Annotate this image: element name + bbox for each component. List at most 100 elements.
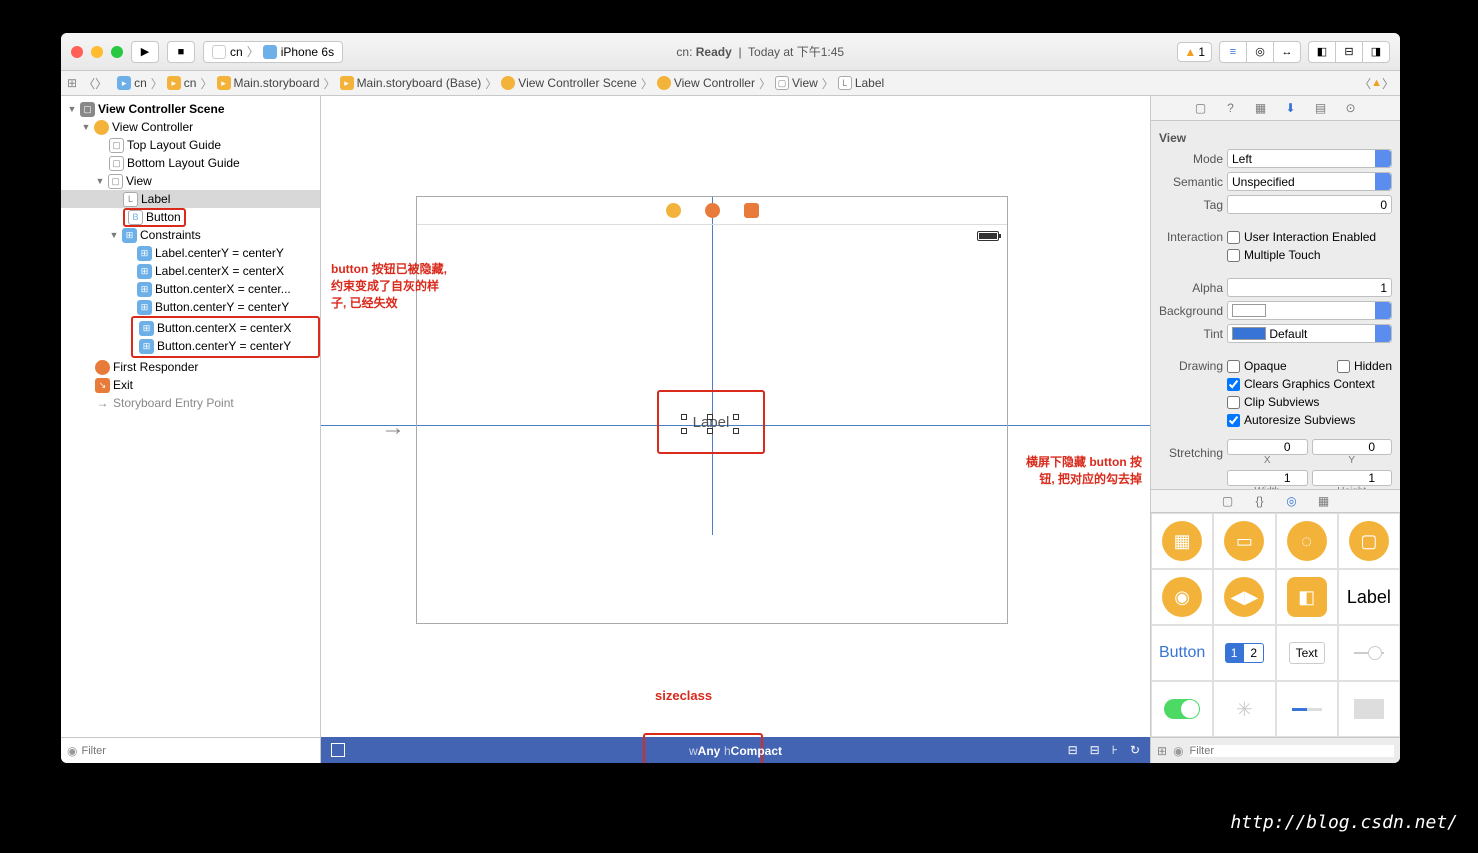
outline-first-responder[interactable]: First Responder [61, 358, 320, 376]
back-button[interactable]: 〈 [83, 75, 95, 92]
outline-vc[interactable]: ▼View Controller [61, 118, 320, 136]
lib-item-slider[interactable] [1338, 625, 1400, 681]
stretch-y-field[interactable]: 0 [1312, 439, 1393, 455]
lib-item-button[interactable]: Button [1151, 625, 1213, 681]
assistant-editor-button[interactable]: ◎ [1246, 41, 1274, 63]
code-snippet-tab[interactable]: {} [1252, 493, 1268, 509]
mode-select[interactable]: Left [1227, 149, 1392, 168]
outline-scene[interactable]: ▼▢View Controller Scene [61, 100, 320, 118]
grid-view-icon[interactable]: ⊞ [1157, 744, 1167, 758]
lib-item-activity[interactable]: ✳ [1213, 681, 1275, 737]
canvas-viewport[interactable]: → Label button 按钮已被隐藏,约 [321, 96, 1150, 737]
semantic-select[interactable]: Unspecified [1227, 172, 1392, 191]
minimize-button[interactable] [91, 46, 103, 58]
jump-scene[interactable]: View Controller Scene [497, 76, 641, 90]
multitouch-checkbox[interactable]: Multiple Touch [1227, 248, 1321, 262]
filter-input[interactable] [81, 745, 314, 757]
jump-folder[interactable]: ▸cn [163, 76, 201, 90]
clip-checkbox[interactable]: Clip Subviews [1227, 395, 1319, 409]
outline-constraint[interactable]: ⊞Button.centerX = center... [61, 280, 320, 298]
outline-button[interactable]: BButton [61, 208, 320, 226]
close-button[interactable] [71, 46, 83, 58]
lib-item[interactable]: ▭ [1213, 513, 1275, 569]
object-library-tab[interactable]: ◎ [1284, 493, 1300, 509]
tag-field[interactable]: 0 [1227, 195, 1392, 214]
alpha-field[interactable]: 1 [1227, 278, 1392, 297]
outline-exit[interactable]: ↘Exit [61, 376, 320, 394]
stop-button[interactable]: ■ [167, 41, 195, 63]
outline-entry-point[interactable]: →Storyboard Entry Point [61, 394, 320, 412]
outline-constraint[interactable]: ⊞Button.centerX = centerX [135, 319, 316, 337]
jump-base[interactable]: ▸Main.storyboard (Base) [336, 76, 486, 90]
connections-inspector-tab[interactable]: ⊙ [1343, 100, 1359, 116]
sizeclass-control[interactable]: wAny hCompact [689, 743, 782, 758]
size-inspector-tab[interactable]: ▤ [1313, 100, 1329, 116]
stretch-w-field[interactable]: 1 [1227, 470, 1308, 486]
help-inspector-tab[interactable]: ? [1223, 100, 1239, 116]
uie-checkbox[interactable]: User Interaction Enabled [1227, 230, 1376, 244]
toggle-debug-button[interactable]: ⊟ [1335, 41, 1363, 63]
hidden-checkbox[interactable]: Hidden [1337, 359, 1392, 373]
outline-constraint[interactable]: ⊞Label.centerY = centerY [61, 244, 320, 262]
jump-warning-icon[interactable]: ▲ [1371, 77, 1382, 89]
outline-constraint[interactable]: ⊞Label.centerX = centerX [61, 262, 320, 280]
outline-top-guide[interactable]: ▢Top Layout Guide [61, 136, 320, 154]
outline-view[interactable]: ▼▢View [61, 172, 320, 190]
jump-forward-icon[interactable]: 〉 [1382, 75, 1394, 92]
pin-icon[interactable]: ⊦ [1112, 743, 1118, 757]
lib-item[interactable]: ◧ [1276, 569, 1338, 625]
jump-view[interactable]: ▢View [771, 76, 822, 90]
autoresize-checkbox[interactable]: Autoresize Subviews [1227, 413, 1355, 427]
attributes-inspector-tab[interactable]: ⬇ [1283, 100, 1299, 116]
lib-item[interactable]: ▢ [1338, 513, 1400, 569]
jump-project[interactable]: ▸cn [113, 76, 151, 90]
stretch-x-field[interactable]: 0 [1227, 439, 1308, 455]
jump-storyboard[interactable]: ▸Main.storyboard [213, 76, 324, 90]
toggle-navigator-button[interactable]: ◧ [1308, 41, 1336, 63]
outline-constraint[interactable]: ⊞Button.centerY = centerY [135, 337, 316, 355]
lib-item-progress[interactable] [1276, 681, 1338, 737]
library-filter-input[interactable] [1190, 745, 1394, 757]
lib-item[interactable]: ▦ [1151, 513, 1213, 569]
outline-label[interactable]: LLabel [61, 190, 320, 208]
resolve-icon[interactable]: ↻ [1130, 743, 1140, 757]
lib-item[interactable]: ◀▶ [1213, 569, 1275, 625]
outline-constraints[interactable]: ▼⊞Constraints [61, 226, 320, 244]
outline-bottom-guide[interactable]: ▢Bottom Layout Guide [61, 154, 320, 172]
outline-constraint[interactable]: ⊞Button.centerY = centerY [61, 298, 320, 316]
standard-editor-button[interactable]: ≡ [1219, 41, 1247, 63]
lib-item-label[interactable]: Label [1338, 569, 1400, 625]
jump-back-icon[interactable]: 〈 [1359, 75, 1371, 92]
background-select[interactable] [1227, 301, 1392, 320]
file-inspector-tab[interactable]: ▢ [1193, 100, 1209, 116]
issues-badge[interactable]: ▲ 1 [1177, 42, 1212, 62]
toggle-inspector-button[interactable]: ◨ [1362, 41, 1390, 63]
jump-vc[interactable]: View Controller [653, 76, 759, 90]
lib-item-switch[interactable] [1151, 681, 1213, 737]
vc-dock-icon[interactable] [666, 203, 681, 218]
tint-select[interactable]: Default [1227, 324, 1392, 343]
lib-item[interactable]: ◉ [1151, 569, 1213, 625]
cgc-checkbox[interactable]: Clears Graphics Context [1227, 377, 1375, 391]
lib-item-segment[interactable]: 12 [1213, 625, 1275, 681]
related-items-icon[interactable]: ⊞ [67, 76, 77, 90]
stack-icon[interactable]: ⊟ [1068, 743, 1078, 757]
jump-label[interactable]: LLabel [834, 76, 888, 90]
stretch-h-field[interactable]: 1 [1312, 470, 1393, 486]
zoom-button[interactable] [111, 46, 123, 58]
exit-dock-icon[interactable] [744, 203, 759, 218]
version-editor-button[interactable]: ↔ [1273, 41, 1301, 63]
opaque-checkbox[interactable]: Opaque [1227, 359, 1287, 373]
scheme-selector[interactable]: cn 〉 iPhone 6s [203, 41, 343, 63]
lib-item-page[interactable] [1338, 681, 1400, 737]
align-icon[interactable]: ⊟ [1090, 743, 1100, 757]
selected-label[interactable]: Label [657, 390, 765, 454]
lib-item[interactable]: ◌ [1276, 513, 1338, 569]
media-library-tab[interactable]: ▦ [1316, 493, 1332, 509]
identity-inspector-tab[interactable]: ▦ [1253, 100, 1269, 116]
run-button[interactable]: ▶ [131, 41, 159, 63]
outline-toggle-icon[interactable] [331, 743, 345, 757]
forward-button[interactable]: 〉 [95, 75, 107, 92]
lib-item-textfield[interactable]: Text [1276, 625, 1338, 681]
responder-dock-icon[interactable] [705, 203, 720, 218]
